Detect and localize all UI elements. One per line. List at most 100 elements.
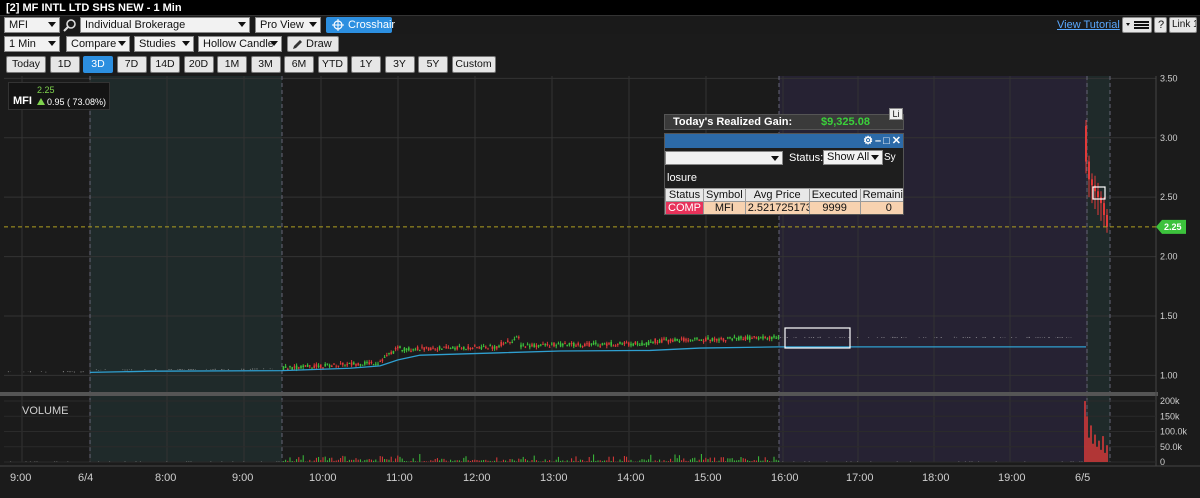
crosshair-button[interactable]: Crosshair [326,17,395,33]
range-button-1y[interactable]: 1Y [351,56,381,73]
candle-body [610,342,612,346]
candle-body [375,363,377,365]
candle-body [383,356,386,358]
panel-link-stub[interactable]: Li [889,108,903,120]
candle-body [386,355,388,357]
candle-body [619,341,621,344]
candle-body [432,347,434,349]
candle-body [476,346,478,348]
range-button-3y[interactable]: 3Y [384,56,415,73]
range-button-1d[interactable]: 1D [49,56,80,73]
symbol-input[interactable]: MFI [4,17,60,33]
range-button-custom[interactable]: Custom [451,56,496,73]
compare-label: Compare [71,38,117,50]
candle-body [740,336,742,339]
candle-body [632,343,634,346]
studies-select[interactable]: Studies [134,36,194,52]
candle-body [520,344,522,348]
account-select[interactable]: Individual Brokerage [80,17,250,33]
link-button[interactable]: Link 1 [1169,17,1197,33]
range-button-7d[interactable]: 7D [116,56,147,73]
candle-body [328,365,331,367]
candle-body [669,339,672,342]
range-button-20d[interactable]: 20D [183,56,214,73]
range-button-6m[interactable]: 6M [284,56,314,73]
candle-body [713,338,716,340]
view-select[interactable]: Pro View [255,17,321,33]
candle-body [498,345,500,347]
search-icon[interactable] [63,18,77,32]
interval-value: 1 Min [9,38,36,50]
chevron-down-icon [182,41,190,46]
candle-body [544,344,546,346]
candle-body [658,340,661,343]
time-tick-label: 9:00 [10,472,31,484]
candle-body [460,347,463,349]
menu-button[interactable] [1122,17,1152,33]
candle-body [606,343,608,346]
orders-account-select[interactable] [665,151,783,165]
candle-body [674,338,676,342]
candle-body [434,348,436,350]
candle-body [441,348,443,350]
range-button-3d[interactable]: 3D [83,56,113,73]
close-icon[interactable]: ✕ [891,135,903,147]
quote-change: 0.95 ( 73.08%) [47,97,107,107]
candle-body [562,343,564,346]
volume-tick-label: 200k [1160,396,1180,406]
range-button-1m[interactable]: 1M [217,56,247,73]
range-button-14d[interactable]: 14D [150,56,180,73]
candle-body [366,361,368,363]
order-remaining: 0 [859,201,903,214]
candle-body [346,363,348,366]
draw-button[interactable]: Draw [287,36,339,52]
panel-divider [0,392,1158,396]
interval-select[interactable]: 1 Min [4,36,60,52]
time-tick-label: 16:00 [771,472,799,484]
arrow-up-icon [37,98,45,105]
candle-body [564,343,566,345]
price-tick-label: 2.00 [1160,252,1178,262]
column-header[interactable]: Remaining [859,188,903,202]
maximize-icon[interactable]: □ [883,135,892,147]
candle-body [458,345,461,347]
candle-body [339,363,342,365]
range-button-3m[interactable]: 3M [250,56,281,73]
column-header[interactable]: Executed [808,188,861,202]
status-filter-select[interactable]: Show All [823,150,883,165]
table-row[interactable]: COMP MFI 2.521725173 9999 0 [665,201,903,214]
range-button-today[interactable]: Today [6,56,46,73]
candle-body [625,342,628,344]
candle-type-select[interactable]: Hollow Candle [198,36,282,52]
orders-panel-header[interactable]: ⚙–□✕ [665,134,903,148]
time-tick-label: 10:00 [309,472,337,484]
range-button-ytd[interactable]: YTD [317,56,348,73]
help-button[interactable]: ? [1154,17,1167,33]
candle-body [621,343,623,345]
candle-body [680,338,683,340]
candle-body [368,362,370,365]
candle-body [676,338,678,341]
column-header[interactable]: Avg Price [744,188,810,202]
candle-body [1091,179,1093,186]
candle-body [702,340,705,342]
candle-body [643,343,645,345]
toolbar-row-1: MFI Individual Brokerage Pro View Crossh… [0,16,1200,34]
candle-body [584,343,586,347]
candle-body [722,338,725,341]
column-header[interactable]: Status [665,188,704,202]
candle-body [331,365,333,367]
minimize-icon[interactable]: – [875,135,884,147]
candle-body [608,343,610,345]
candle-body [289,365,291,368]
compare-select[interactable]: Compare [66,36,130,52]
candle-body [1085,125,1087,162]
chevron-down-icon [48,22,56,27]
candle-body [344,365,346,367]
range-button-5y[interactable]: 5Y [418,56,448,73]
candle-body [304,365,307,367]
view-tutorial-link[interactable]: View Tutorial [1057,19,1120,31]
column-header[interactable]: Symbol [703,188,746,202]
gear-icon[interactable]: ⚙ [863,135,875,147]
